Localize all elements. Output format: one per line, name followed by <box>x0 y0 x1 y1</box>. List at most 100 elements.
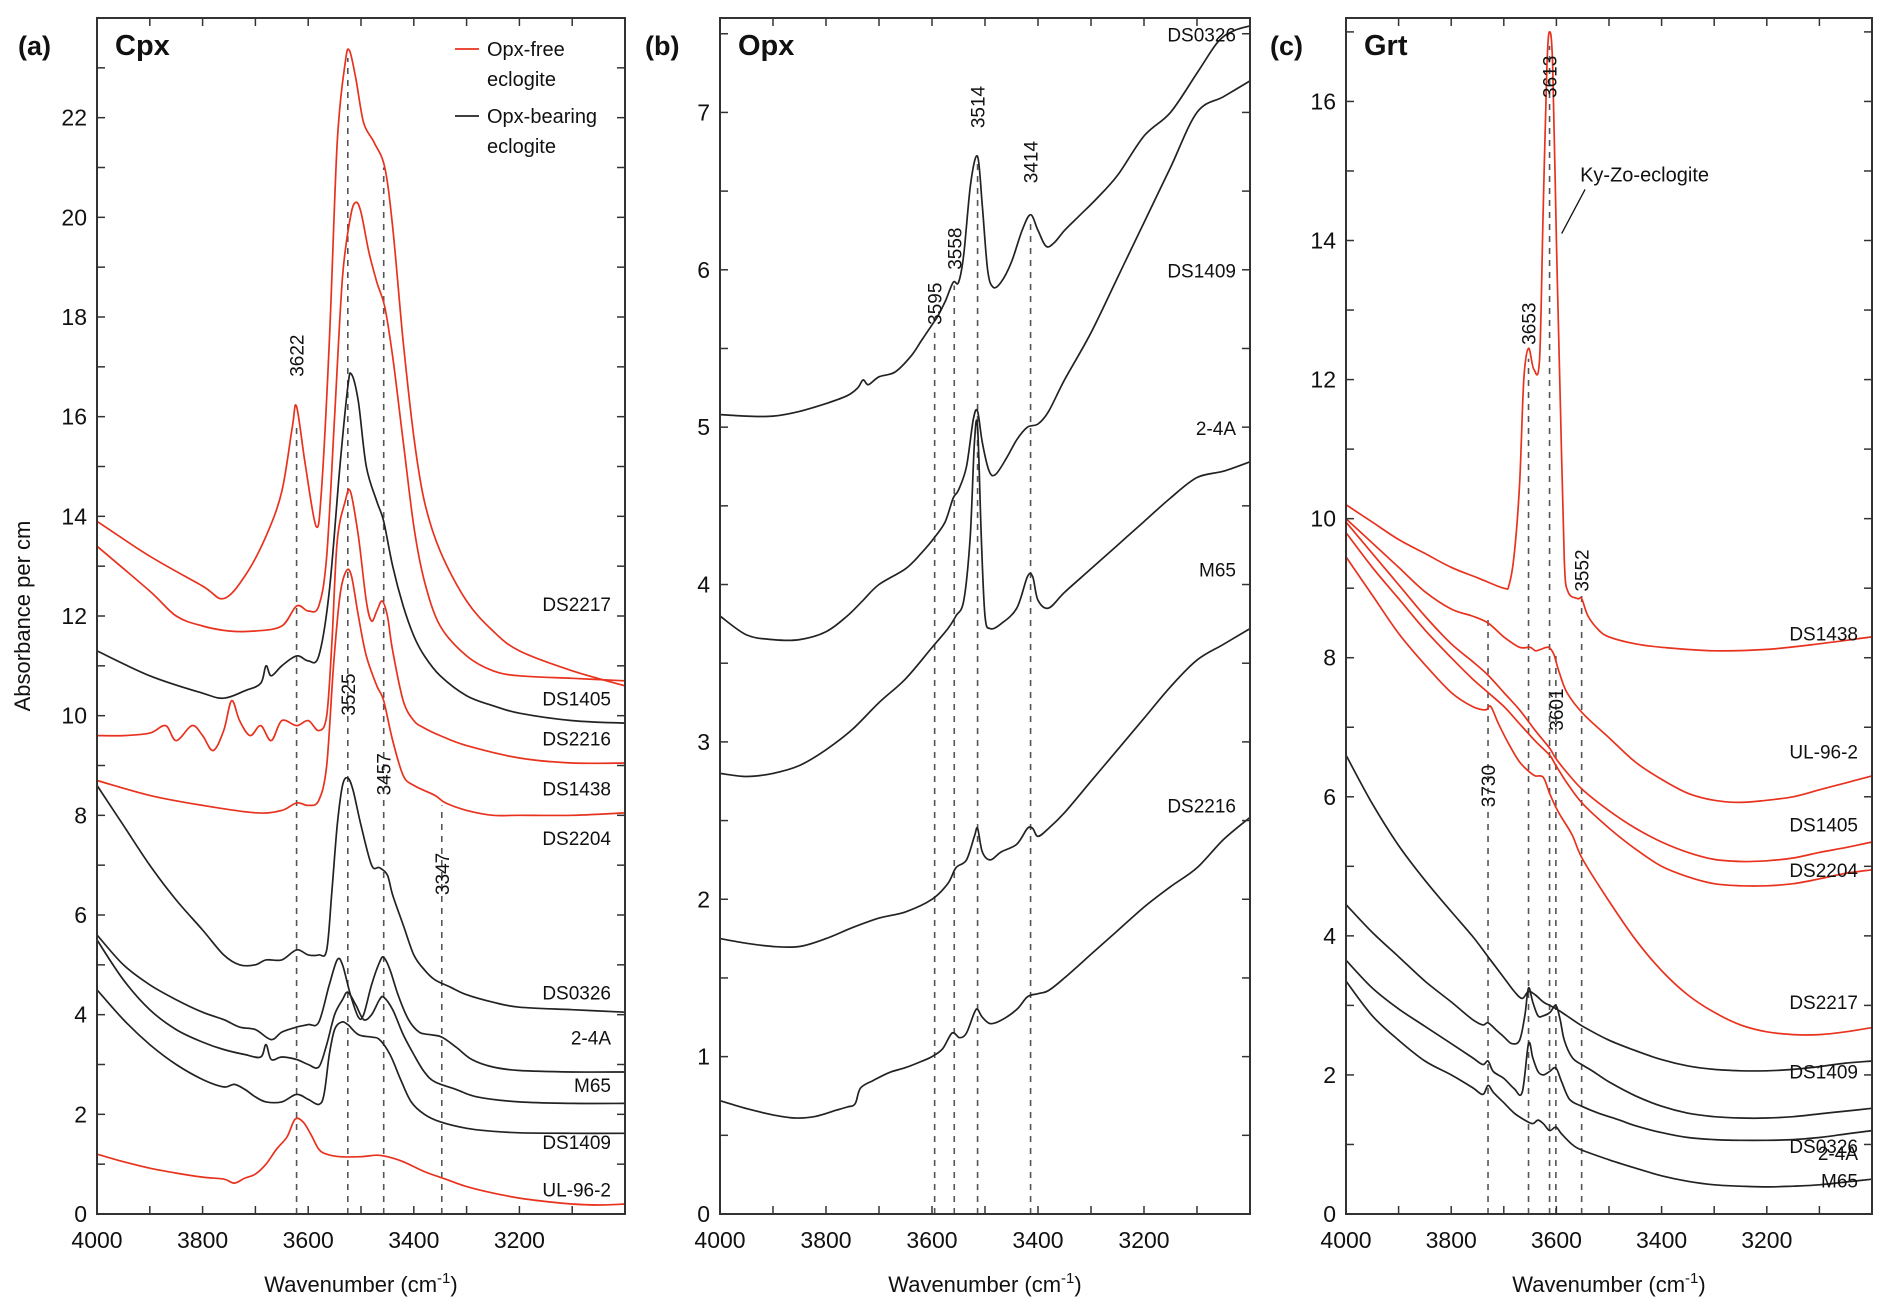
y-tick-label: 16 <box>61 404 87 430</box>
x-tick-label: 4000 <box>694 1227 745 1253</box>
series-line-2-4A <box>96 934 626 1073</box>
x-tick-label: 3400 <box>388 1227 439 1253</box>
peak-label: 3552 <box>1573 549 1594 591</box>
series-label: M65 <box>1199 561 1236 582</box>
series-line-M65 <box>96 939 626 1105</box>
y-tick-label: 22 <box>61 105 87 131</box>
x-tick-label: 3200 <box>1741 1227 1792 1253</box>
panel-title: Grt <box>1364 30 1408 62</box>
series-label: DS1409 <box>1167 262 1236 283</box>
annotation-leader-line <box>1561 189 1586 234</box>
peak-label: 3730 <box>1479 765 1500 807</box>
series-line-DS2217 <box>1345 556 1873 1036</box>
series-line-DS2216 <box>719 816 1251 1119</box>
series-label: DS2216 <box>1167 797 1236 818</box>
series-line-DS0326 <box>1345 904 1873 1120</box>
series-label: 2-4A <box>1818 1144 1858 1165</box>
y-tick-label: 10 <box>61 703 87 729</box>
legend-label: Opx-free <box>487 39 565 61</box>
y-tick-label: 18 <box>61 304 87 330</box>
legend-label: Opx-bearing <box>487 106 597 128</box>
x-axis-title: Wavenumber (cm-1) <box>1512 1270 1705 1297</box>
x-tick-label: 3400 <box>1012 1227 1063 1253</box>
series-label: DS1438 <box>542 779 611 800</box>
series-label: DS1405 <box>542 690 611 711</box>
y-tick-label: 14 <box>61 503 87 529</box>
x-axis-title-superscript: -1 <box>1685 1270 1698 1287</box>
series-label: DS2204 <box>542 829 611 850</box>
series-line-M65 <box>719 627 1251 949</box>
x-axis-title: Wavenumber (cm-1) <box>888 1270 1081 1297</box>
x-axis-title-close: ) <box>1698 1272 1705 1297</box>
y-tick-label: 2 <box>74 1101 87 1127</box>
peak-label: 3514 <box>969 85 990 128</box>
y-tick-label: 4 <box>74 1002 87 1028</box>
y-tick-label: 5 <box>697 414 710 440</box>
y-tick-label: 0 <box>1323 1201 1336 1227</box>
peak-label: 3457 <box>375 753 396 795</box>
y-tick-label: 1 <box>697 1044 710 1070</box>
x-tick-label: 3400 <box>1636 1227 1687 1253</box>
x-axis-title-close: ) <box>1074 1272 1081 1297</box>
legend-label: eclogite <box>487 69 556 91</box>
y-tick-label: 3 <box>697 729 710 755</box>
series-label: DS0326 <box>1789 1137 1858 1158</box>
peak-label: 3622 <box>288 335 309 377</box>
y-axis-title: Absorbance per cm <box>10 521 35 712</box>
peak-label: 3613 <box>1541 56 1562 98</box>
peak-label: 3558 <box>945 228 966 270</box>
y-tick-label: 4 <box>1323 923 1336 949</box>
series-line-DS1409 <box>719 80 1251 642</box>
y-tick-label: 0 <box>74 1201 87 1227</box>
y-tick-label: 6 <box>697 257 710 283</box>
panel-letter: (b) <box>645 31 679 61</box>
series-label: DS2217 <box>542 595 611 616</box>
series-line-2-4A <box>1345 959 1873 1142</box>
series-label: DS1405 <box>1789 816 1858 837</box>
series-line-DS2204 <box>1345 532 1873 887</box>
x-tick-label: 4000 <box>1320 1227 1371 1253</box>
series-line-DS1405 <box>1345 521 1873 863</box>
panel-b-opx: (b) Opx DS0326 DS1409 2-4A M65 DS2216 3595 3558 3… <box>645 17 1251 1297</box>
series-label: DS2204 <box>1789 861 1858 882</box>
series-line-DS2204 <box>96 568 626 817</box>
x-tick-label: 3800 <box>1426 1227 1477 1253</box>
x-axis-title-superscript: -1 <box>1061 1270 1074 1287</box>
x-axis-title-text: Wavenumber (cm <box>1512 1272 1685 1297</box>
series-label: DS2216 <box>542 730 611 751</box>
series-line-UL-96-2 <box>1345 518 1873 804</box>
panel-title: Opx <box>738 30 794 62</box>
x-tick-label: 3200 <box>1118 1227 1169 1253</box>
x-tick-label: 3600 <box>906 1227 957 1253</box>
legend-label: eclogite <box>487 136 556 158</box>
y-tick-label: 12 <box>1310 367 1336 393</box>
y-tick-label: 2 <box>1323 1062 1336 1088</box>
y-tick-label: 6 <box>1323 784 1336 810</box>
panel-c-grt: (c) Grt DS1438 UL-96-2 DS1405 DS2204 DS2217 DS1… <box>1270 17 1873 1297</box>
panel-a-cpx: (a) Cpx DS2217 DS1405 DS2216 DS1438 DS2204 DS03… <box>10 17 626 1297</box>
y-tick-label: 12 <box>61 603 87 629</box>
series-label: 2-4A <box>571 1029 611 1050</box>
peak-label: 3653 <box>1520 303 1541 345</box>
y-tick-label: 10 <box>1310 506 1336 532</box>
series-label: DS1409 <box>542 1133 611 1154</box>
series-line-DS1438 <box>96 488 626 765</box>
series-label: M65 <box>574 1076 611 1097</box>
x-tick-label: 3200 <box>494 1227 545 1253</box>
x-axis-title: Wavenumber (cm-1) <box>264 1270 457 1297</box>
y-tick-label: 14 <box>1310 228 1336 254</box>
x-tick-label: 3600 <box>283 1227 334 1253</box>
series-line-DS0326 <box>719 25 1251 418</box>
series-label: M65 <box>1821 1172 1858 1193</box>
peak-label: 3601 <box>1547 688 1568 730</box>
series-line-DS2217 <box>96 48 626 687</box>
y-tick-label: 8 <box>1323 645 1336 671</box>
y-tick-label: 20 <box>61 204 87 230</box>
x-tick-label: 3800 <box>177 1227 228 1253</box>
series-label: DS0326 <box>1167 26 1236 47</box>
y-tick-label: 6 <box>74 902 87 928</box>
x-tick-label: 3600 <box>1531 1227 1582 1253</box>
panel-title: Cpx <box>115 30 170 62</box>
x-tick-label: 4000 <box>71 1227 122 1253</box>
series-line-DS1409 <box>96 989 626 1135</box>
